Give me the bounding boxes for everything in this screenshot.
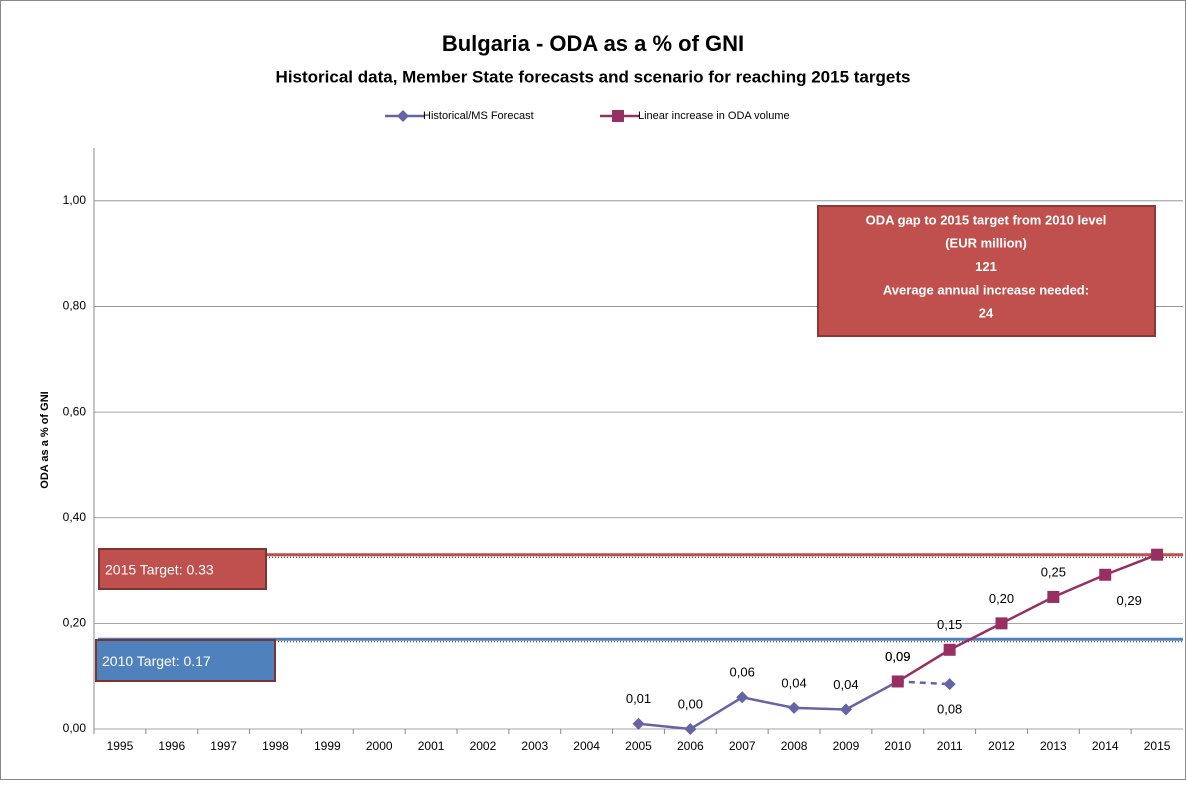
annotation-box	[817, 205, 1156, 337]
value-label: 0,09	[885, 649, 910, 664]
annotation-text: Average annual increase needed:	[883, 282, 1089, 297]
x-tick-label: 1996	[158, 739, 185, 753]
series-marker	[1151, 548, 1164, 561]
y-tick-label: 0,20	[63, 616, 87, 630]
x-tick-label: 2007	[729, 739, 756, 753]
series-line	[897, 680, 950, 686]
x-tick-label: 2012	[988, 739, 1015, 753]
y-axis-label: ODA as a % of GNI	[39, 391, 51, 488]
value-label: 0,15	[937, 617, 962, 632]
x-tick-label: 2005	[625, 739, 652, 753]
series-marker	[736, 691, 749, 704]
chart-title: Bulgaria - ODA as a % of GNI	[442, 31, 744, 56]
x-tick-label: 2009	[833, 739, 860, 753]
target-box	[95, 639, 276, 682]
series-marker	[891, 675, 904, 688]
series-marker	[684, 723, 697, 735]
value-label: 0,00	[678, 696, 703, 711]
annotation-text: (EUR million)	[945, 236, 1027, 251]
x-tick-label: 2014	[1092, 739, 1119, 753]
legend-label: Historical/MS Forecast	[423, 110, 534, 122]
x-tick-label: 2013	[1040, 739, 1067, 753]
y-tick-label: 1,00	[63, 193, 87, 207]
series-marker	[839, 703, 852, 716]
x-tick-label: 2010	[884, 739, 911, 753]
target-label: 2010 Target: 0.17	[102, 653, 211, 669]
series-marker	[1047, 590, 1060, 603]
series-line	[638, 680, 899, 731]
x-tick-label: 2006	[677, 739, 704, 753]
target-label: 2015 Target: 0.33	[105, 562, 214, 578]
y-tick-label: 0,00	[63, 721, 87, 735]
legend-marker	[612, 110, 624, 122]
x-tick-label: 1999	[314, 739, 341, 753]
x-tick-label: 2003	[521, 739, 548, 753]
x-tick-label: 2015	[1144, 739, 1171, 753]
series-marker	[1099, 568, 1112, 581]
legend-marker	[397, 110, 409, 122]
x-tick-label: 2008	[781, 739, 808, 753]
value-label: 0,25	[1041, 564, 1066, 579]
series-marker	[788, 701, 801, 714]
annotation-text: ODA gap to 2015 target from 2010 level	[866, 212, 1107, 227]
y-tick-label: 0,40	[63, 510, 87, 524]
target-box	[98, 548, 267, 590]
x-tick-label: 1995	[107, 739, 134, 753]
value-label: 0,29	[1117, 593, 1142, 608]
value-label: 0,04	[833, 677, 858, 692]
series-marker	[995, 617, 1008, 630]
series-line	[897, 553, 1158, 683]
y-tick-label: 0,80	[63, 299, 87, 313]
value-label: 0,04	[781, 675, 806, 690]
series-marker	[632, 717, 645, 730]
value-label: 0,01	[626, 691, 651, 706]
legend-label: Linear increase in ODA volume	[638, 110, 790, 122]
x-tick-label: 2002	[470, 739, 497, 753]
annotation-text: 24	[979, 306, 994, 321]
value-label: 0,09	[885, 649, 910, 664]
x-tick-label: 1997	[210, 739, 237, 753]
chart-subtitle: Historical data, Member State forecasts …	[276, 67, 911, 86]
x-tick-label: 1998	[262, 739, 289, 753]
x-tick-label: 2011	[937, 739, 963, 753]
value-label: 0,06	[730, 665, 755, 680]
x-tick-label: 2000	[366, 739, 393, 753]
x-tick-label: 2001	[418, 739, 445, 753]
series-marker	[943, 643, 956, 656]
series-marker	[943, 678, 956, 691]
value-label: 0,08	[937, 702, 962, 717]
value-label: 0,20	[989, 591, 1014, 606]
annotation-text: 121	[975, 259, 997, 274]
x-tick-label: 2004	[573, 739, 600, 753]
y-tick-label: 0,60	[63, 404, 87, 418]
